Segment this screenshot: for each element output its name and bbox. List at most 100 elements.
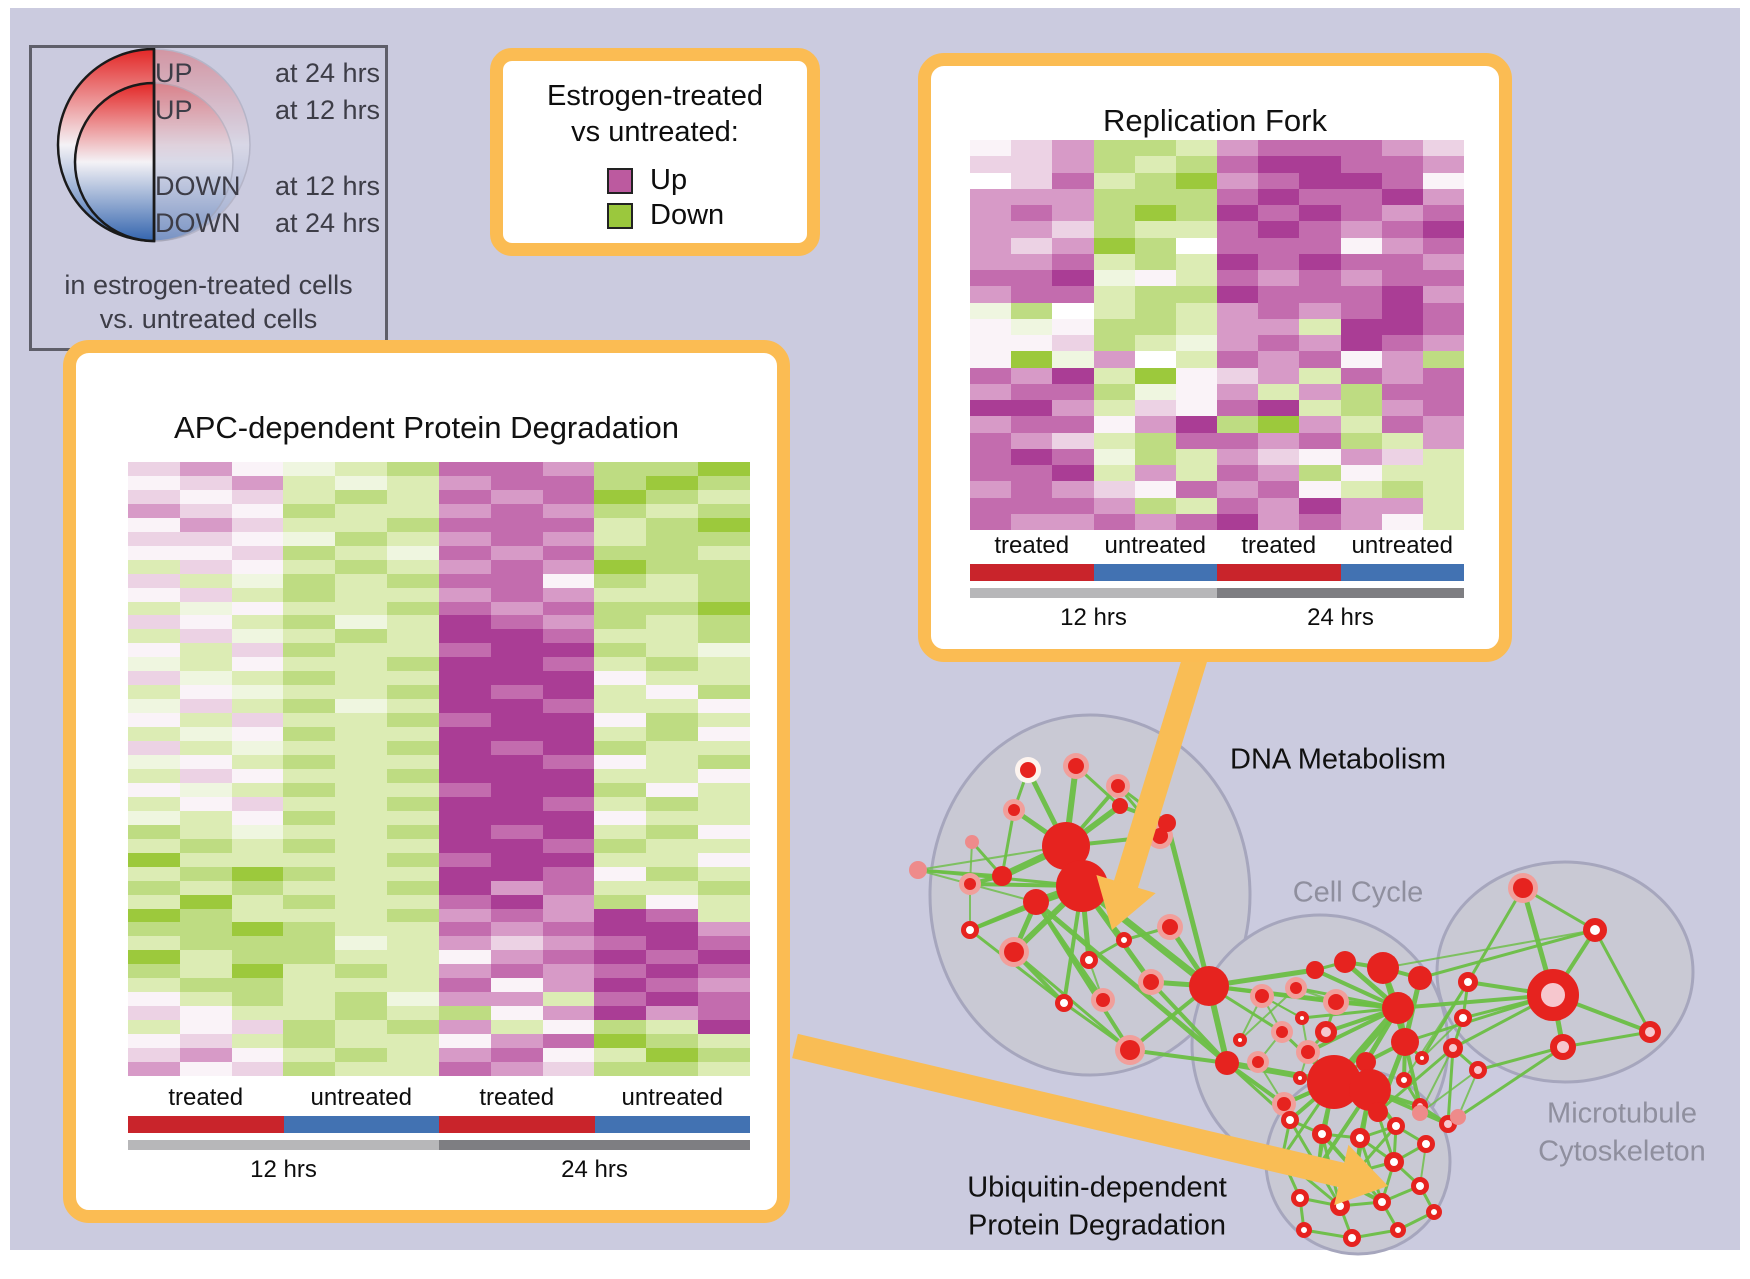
heatmap-cell [438,741,491,756]
heatmap-cell [594,894,647,909]
heatmap-cell [594,643,647,658]
heatmap-cell [1422,237,1464,254]
heatmap-cell [1258,351,1300,368]
heatmap-cell [1052,432,1094,449]
heatmap-cell [646,727,699,742]
heatmap-cell [128,475,180,490]
heatmap-cell [542,741,595,756]
network-node [1143,974,1159,990]
heatmap-cell [231,741,284,756]
heatmap-cell [1175,367,1217,384]
heatmap-cell [231,866,284,881]
heatmap-cell [1093,286,1135,303]
heatmap-cell [128,1034,180,1049]
heatmap-cell [1258,286,1300,303]
heatmap-cell [542,908,595,923]
scale-row-dir-2: DOWN [155,171,241,201]
heatmap-cell [128,629,180,644]
heatmap-cell [335,531,388,546]
heatmap-cell [387,462,439,476]
heatmap-cell [646,573,699,588]
heatmap-cell [1052,302,1094,319]
network-node [1307,1055,1361,1109]
heatmap-cell [970,383,1012,400]
heatmap-cell [1340,367,1382,384]
heatmap-cell [1052,237,1094,254]
heatmap-cell [1299,302,1341,319]
heatmap-cell [698,587,750,602]
heatmap-cell [542,685,595,700]
heatmap-cell [970,448,1012,465]
heatmap-cell [1217,253,1259,270]
heatmap-cell [1175,172,1217,189]
heatmap-cell [438,796,491,811]
heatmap-cell [1052,221,1094,238]
heatmap-cell [179,1020,232,1035]
heatmap-cell [970,351,1012,368]
heatmap-cell [542,615,595,630]
heatmap-cell [490,880,543,895]
heatmap-cell [698,517,750,532]
heatmap-cell [1175,497,1217,514]
heatmap-cell [438,713,491,728]
heatmap-cell [542,852,595,867]
network-node [1328,994,1344,1010]
heatmap-cell [490,978,543,993]
heatmap-cell [542,545,595,560]
heatmap-cell [1340,188,1382,205]
heatmap-cell [1093,253,1135,270]
heatmap-cell [698,1006,750,1021]
heatmap-cell [1258,302,1300,319]
heatmap-cell [542,824,595,839]
heatmap-cell [387,992,439,1007]
heatmap-cell [283,657,336,672]
heatmap-cell [1052,156,1094,173]
network-node [1312,1124,1332,1144]
scale-row-dir-3: DOWN [155,208,241,238]
heatmap-cell [283,503,336,518]
heatmap-cell [646,475,699,490]
heatmap-cell [438,838,491,853]
network-node [1343,1229,1361,1247]
heatmap-cell [1258,481,1300,498]
heatmap-cell [387,964,439,979]
heatmap-cell [179,713,232,728]
heatmap-cell [387,545,439,560]
heatmap-cell [283,796,336,811]
heatmap-cell [594,601,647,616]
heatmap-cell [231,852,284,867]
heatmap-cell [970,481,1012,498]
heatmap-cell [1011,221,1053,238]
heatmap-cell [646,1062,699,1076]
network-node [1162,919,1178,935]
heatmap-cell [179,462,232,476]
heatmap-cell [387,824,439,839]
heatmap-cell [1258,497,1300,514]
heatmap-cell [1217,400,1259,417]
heatmap-cell [231,894,284,909]
heatmap-cell [387,978,439,993]
heatmap-cell [438,908,491,923]
heatmap-cell [128,615,180,630]
time-bar-segment [439,1140,750,1150]
heatmap-cell [438,489,491,504]
heatmap-cell [1134,172,1176,189]
heatmap-cell [970,302,1012,319]
heatmap-cell [283,978,336,993]
heatmap-cell [335,587,388,602]
heatmap-cell [1217,351,1259,368]
heatmap-cell [231,601,284,616]
heatmap-cell [646,657,699,672]
heatmap-cell [490,629,543,644]
heatmap-cell [1052,253,1094,270]
heatmap-cell [231,671,284,686]
heatmap-cell [1217,205,1259,222]
network-node [1004,942,1024,962]
network-node [1450,1109,1466,1125]
heatmap-cell [231,573,284,588]
heatmap-cell [698,964,750,979]
heatmap-cell [490,671,543,686]
heatmap-cell [387,1048,439,1063]
heatmap-cell [542,1034,595,1049]
heatmap-cell [490,587,543,602]
